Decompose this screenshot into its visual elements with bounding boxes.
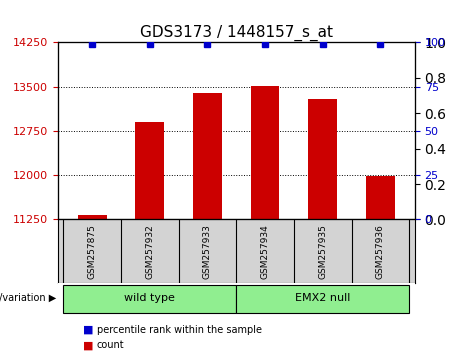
Text: wild type: wild type [124,293,175,303]
Bar [251,86,279,219]
Text: GSM257934: GSM257934 [260,224,270,279]
Bar [193,93,222,219]
FancyBboxPatch shape [236,285,409,314]
Text: GSM257935: GSM257935 [318,224,327,279]
Text: ■: ■ [83,341,94,350]
Text: GSM257875: GSM257875 [88,224,97,279]
Text: GSM257932: GSM257932 [145,224,154,279]
Bar [78,215,106,219]
FancyBboxPatch shape [64,285,236,314]
Text: GSM257936: GSM257936 [376,224,385,279]
Text: genotype/variation ▶: genotype/variation ▶ [0,293,56,303]
Bar [366,176,395,219]
Text: count: count [97,341,124,350]
Text: ■: ■ [83,325,94,335]
Text: EMX2 null: EMX2 null [295,293,350,303]
Bar [136,122,164,219]
Text: percentile rank within the sample: percentile rank within the sample [97,325,262,335]
Title: GDS3173 / 1448157_s_at: GDS3173 / 1448157_s_at [140,25,333,41]
Bar [308,98,337,219]
Text: GSM257933: GSM257933 [203,224,212,279]
